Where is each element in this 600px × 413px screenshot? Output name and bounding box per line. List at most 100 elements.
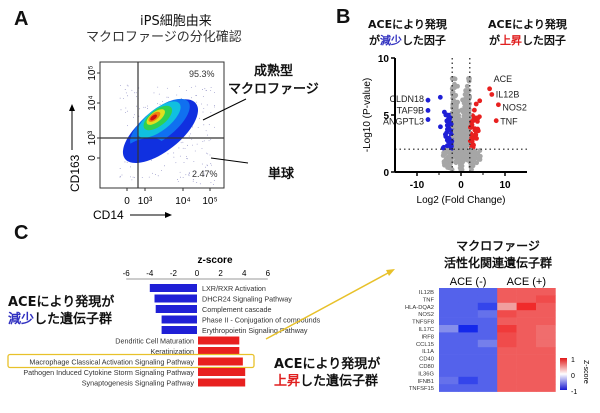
event-dot <box>161 170 162 171</box>
heatmap-cell <box>439 288 459 296</box>
event-dot <box>130 166 131 168</box>
event-dot <box>130 176 131 178</box>
heatmap-cell <box>536 310 556 318</box>
event-dot <box>206 104 208 106</box>
heatmap-cell <box>477 339 498 348</box>
event-dot <box>205 130 207 132</box>
heatmap-cell <box>497 339 517 348</box>
event-dot <box>166 96 168 98</box>
heatmap-cell <box>516 339 537 348</box>
heatmap-cell <box>516 369 537 378</box>
heatmap-cell <box>516 295 537 304</box>
event-dot <box>138 115 140 117</box>
event-dot <box>126 125 128 127</box>
heatmap-cell <box>516 288 537 296</box>
event-dot <box>131 179 133 181</box>
event-dot <box>204 88 206 90</box>
colorbar-label: Z-score <box>582 360 589 384</box>
y-tick-label: 10³ <box>87 130 98 145</box>
event-dot <box>135 92 137 94</box>
heatmap-cell <box>458 325 479 333</box>
heatmap-cell <box>439 384 459 392</box>
event-dot <box>206 175 208 177</box>
up-genes-label-1: ACEにより発現が <box>274 357 381 372</box>
panel-letter-b: B <box>336 6 351 28</box>
event-dot <box>188 172 190 174</box>
heatmap-cell <box>439 354 459 363</box>
event-dot <box>195 95 197 96</box>
event-dot <box>136 105 137 107</box>
decreased-word: 減少 <box>379 34 402 47</box>
event-dot <box>201 103 202 105</box>
text: が <box>368 34 380 47</box>
heatmap-cell <box>458 376 479 385</box>
mature-macrophage-pointer <box>202 98 247 121</box>
event-dot <box>195 85 197 87</box>
volcano-point <box>453 113 458 119</box>
event-dot <box>147 108 149 109</box>
text: が <box>488 34 500 47</box>
heatmap-cell <box>516 325 537 333</box>
down-genes-label-1: ACEにより発現が <box>8 295 115 310</box>
event-dot <box>193 160 195 162</box>
event-dot <box>206 152 207 154</box>
volcano-point <box>467 124 473 130</box>
event-dot <box>157 175 159 177</box>
volcano-point <box>449 86 455 92</box>
heatmap-cell <box>536 302 556 311</box>
heatmap-cell <box>477 295 498 304</box>
x-axis-arrowhead <box>165 212 172 218</box>
event-dot <box>124 161 126 163</box>
gene-row-label: HLA-DQA2 <box>405 305 434 311</box>
labeled-gene-point <box>425 108 431 113</box>
y-axis-label: CD163 <box>68 154 82 192</box>
pathway-label: Erythropoietin Signaling Pathway <box>202 326 308 335</box>
pathway-bar <box>154 294 197 303</box>
event-dot <box>180 176 181 178</box>
heatmap-cell <box>536 384 556 392</box>
x-tick-label: -2 <box>170 269 178 278</box>
event-dot <box>203 124 205 126</box>
heatmap-cell <box>477 302 498 311</box>
panel-a-title-2: マクロファージの分化確認 <box>86 30 242 45</box>
volcano-point <box>445 165 450 170</box>
event-dot <box>132 176 134 178</box>
heatmap-cell <box>477 332 498 341</box>
colorbar-tick-label: -1 <box>571 389 577 396</box>
event-dot <box>178 147 180 149</box>
event-dot <box>173 152 175 154</box>
event-dot <box>214 126 215 128</box>
volcano-point <box>452 81 457 87</box>
event-dot <box>141 177 143 178</box>
heatmap-cell <box>477 362 498 370</box>
heatmap-cell <box>497 332 517 341</box>
event-dot <box>150 159 152 161</box>
event-dot <box>185 89 187 91</box>
heatmap-cell <box>458 362 479 370</box>
pathway-label: Complement cascade <box>202 305 272 314</box>
event-dot <box>119 175 121 177</box>
heatmap-cell <box>458 295 479 304</box>
down-factors-title: ACEにより発現 が減少した因子 <box>368 16 447 48</box>
event-dot <box>183 162 185 163</box>
heatmap-cell <box>497 347 517 355</box>
event-dot <box>199 183 201 185</box>
gene-row-label: IL1A <box>422 349 434 355</box>
heatmap-cell <box>439 325 459 333</box>
event-dot <box>196 143 198 145</box>
y-tick-label: 10⁴ <box>87 95 98 110</box>
up-factors-title-2: が上昇した因子 <box>488 32 567 48</box>
event-dot <box>209 154 211 156</box>
down-genes-label-2: 減少した遺伝子群 <box>8 308 112 327</box>
text: した遺伝子群 <box>34 312 113 327</box>
up-genes-label-2: 上昇した遺伝子群 <box>274 370 378 389</box>
volcano-point <box>468 161 474 166</box>
monocyte-pointer <box>210 157 249 164</box>
labeled-gene-point <box>496 102 501 108</box>
text: した遺伝子群 <box>300 374 379 389</box>
heatmap-title-2: 活性化関連遺伝子群 <box>443 256 552 270</box>
heatmap-cell <box>439 369 459 378</box>
volcano-point <box>438 124 443 130</box>
volcano-point <box>460 97 465 103</box>
event-dot <box>182 147 184 149</box>
